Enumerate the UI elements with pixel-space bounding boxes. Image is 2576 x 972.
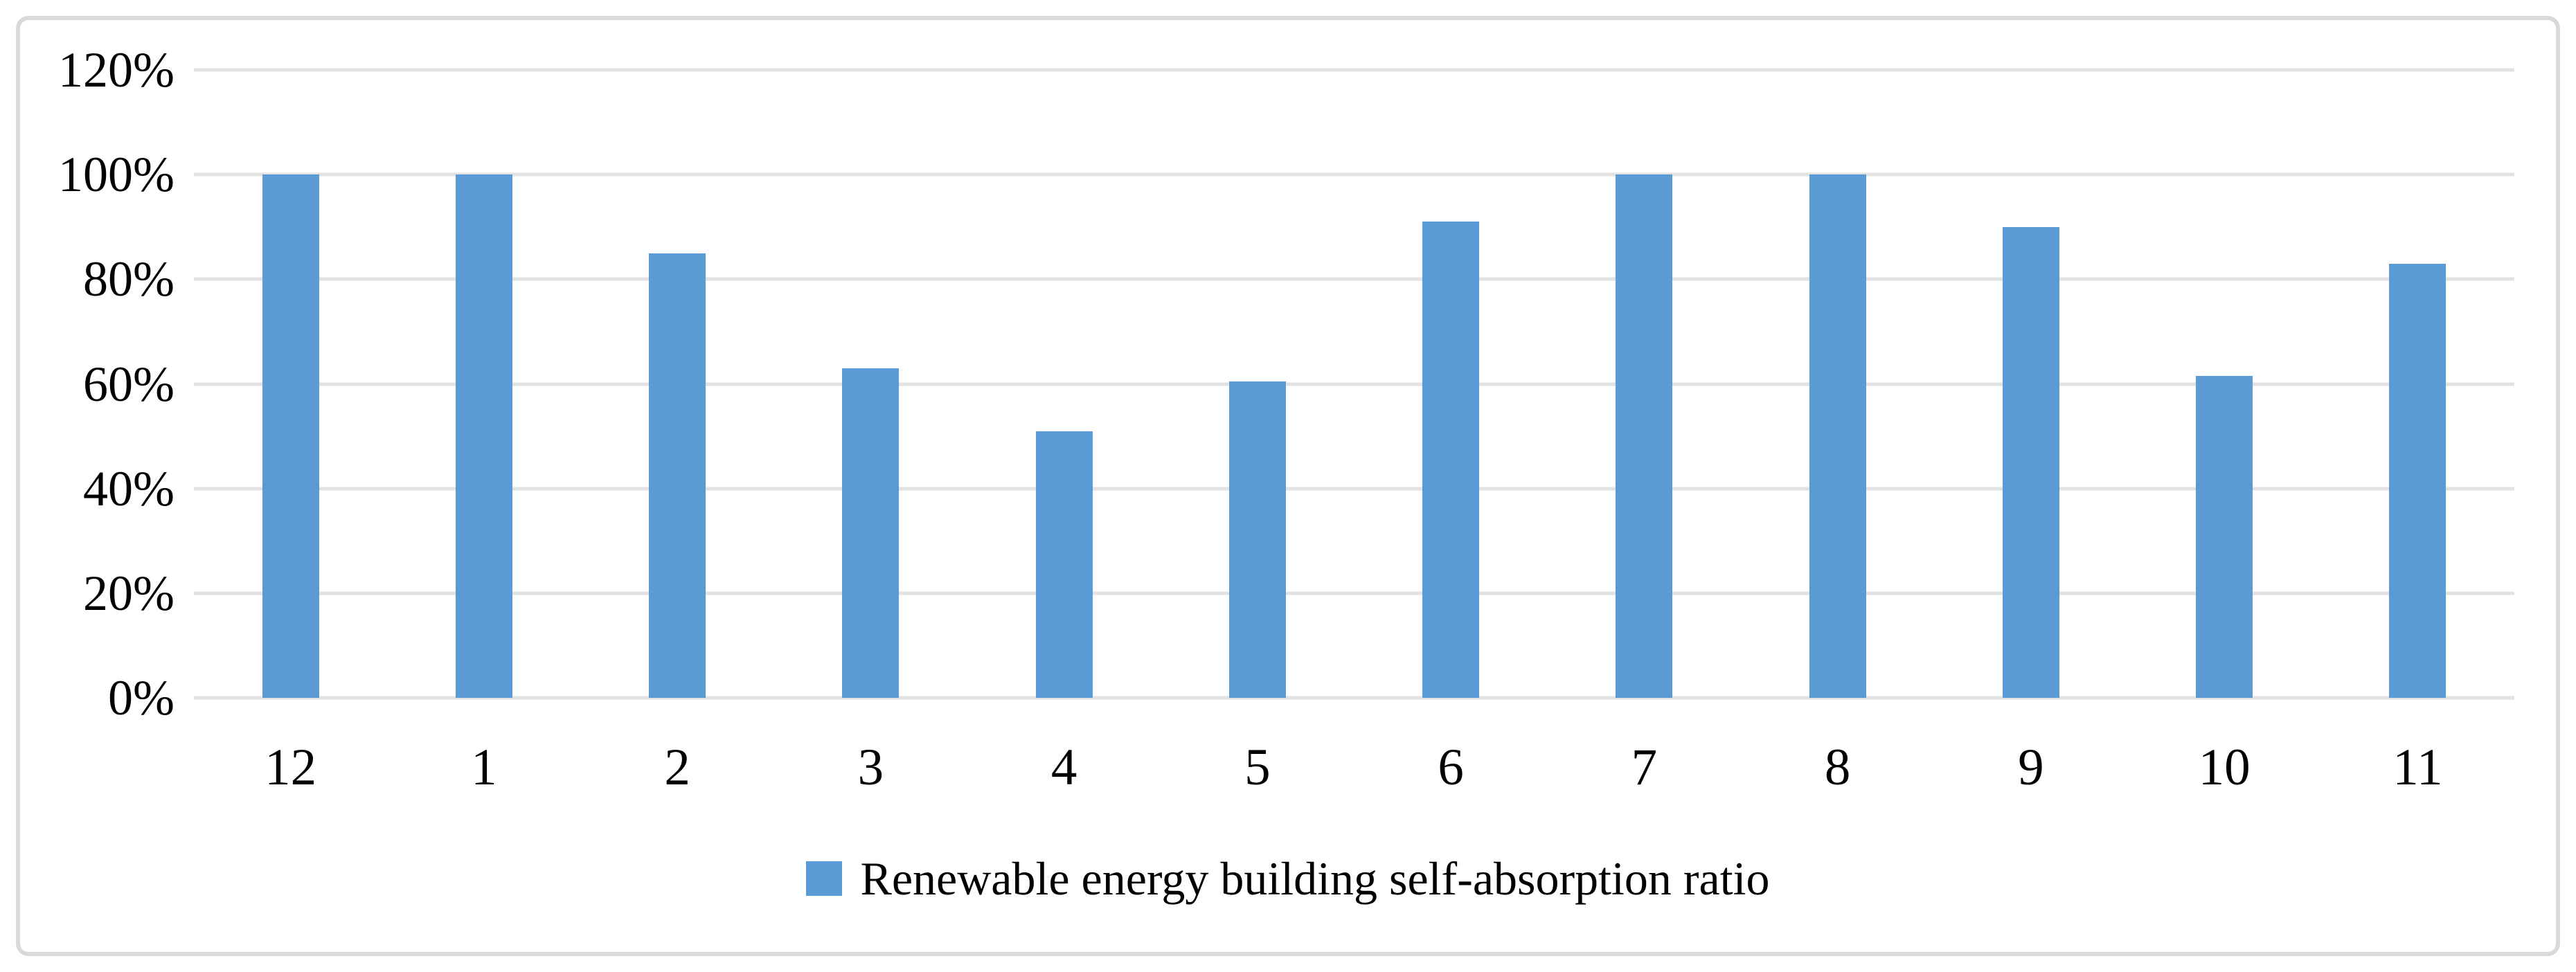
legend-swatch-icon (806, 861, 843, 897)
plot-area (194, 68, 2514, 700)
y-tick-label-0: 0% (108, 670, 175, 726)
bar-slot-7 (1548, 70, 1741, 698)
bar-10 (2196, 376, 2253, 698)
gridline-80 (194, 277, 2514, 281)
legend: Renewable energy building self-absorptio… (0, 853, 2576, 905)
y-tick-label-100: 100% (58, 147, 175, 203)
gridline-0 (194, 696, 2514, 700)
bar-8 (1809, 174, 1866, 698)
bar-1 (455, 174, 512, 698)
bar-3 (842, 368, 900, 698)
gridline-20 (194, 591, 2514, 595)
x-tick-label-11: 11 (2392, 739, 2443, 796)
bar-4 (1035, 431, 1093, 698)
bar-slot-9 (1934, 70, 2127, 698)
bar-7 (1616, 174, 1673, 698)
x-tick-label-3: 3 (857, 739, 884, 796)
gridline-60 (194, 382, 2514, 386)
x-tick-label-8: 8 (1824, 739, 1851, 796)
x-tick-label-4: 4 (1050, 739, 1077, 796)
bar-6 (1422, 222, 1480, 698)
x-axis: 12 1 2 3 4 5 6 7 8 9 10 11 (194, 735, 2514, 800)
y-tick-label-40: 40% (83, 460, 175, 516)
y-axis: 0% 20% 40% 60% 80% 100% 120% (0, 0, 175, 972)
x-tick-label-2: 2 (664, 739, 690, 796)
x-tick-label-12: 12 (265, 739, 317, 796)
x-tick-label-7: 7 (1631, 739, 1658, 796)
bar-series (194, 70, 2514, 698)
x-tick-label-5: 5 (1244, 739, 1271, 796)
bar-12 (262, 174, 319, 698)
bar-11 (2389, 263, 2447, 698)
bar-2 (649, 253, 706, 698)
y-tick-label-80: 80% (83, 251, 175, 307)
x-tick-label-9: 9 (2018, 739, 2044, 796)
bar-slot-10 (2128, 70, 2321, 698)
bar-slot-4 (967, 70, 1161, 698)
bar-slot-8 (1741, 70, 1934, 698)
legend-label: Renewable energy building self-absorptio… (860, 852, 1770, 905)
gridline-120 (194, 68, 2514, 72)
bar-slot-1 (387, 70, 580, 698)
bar-slot-3 (774, 70, 967, 698)
y-tick-label-60: 60% (83, 356, 175, 412)
bar-slot-5 (1161, 70, 1354, 698)
x-tick-label-1: 1 (471, 739, 497, 796)
bar-slot-2 (581, 70, 774, 698)
gridline-40 (194, 487, 2514, 491)
bar-9 (2002, 226, 2059, 698)
figure-border (16, 16, 2560, 956)
bar-slot-12 (194, 70, 387, 698)
x-tick-label-6: 6 (1438, 739, 1464, 796)
bar-slot-11 (2321, 70, 2514, 698)
bar-5 (1228, 381, 1286, 698)
gridline-100 (194, 172, 2514, 177)
x-tick-label-10: 10 (2198, 739, 2251, 796)
y-tick-label-20: 20% (83, 565, 175, 621)
y-tick-label-120: 120% (58, 42, 175, 98)
bar-slot-6 (1354, 70, 1548, 698)
